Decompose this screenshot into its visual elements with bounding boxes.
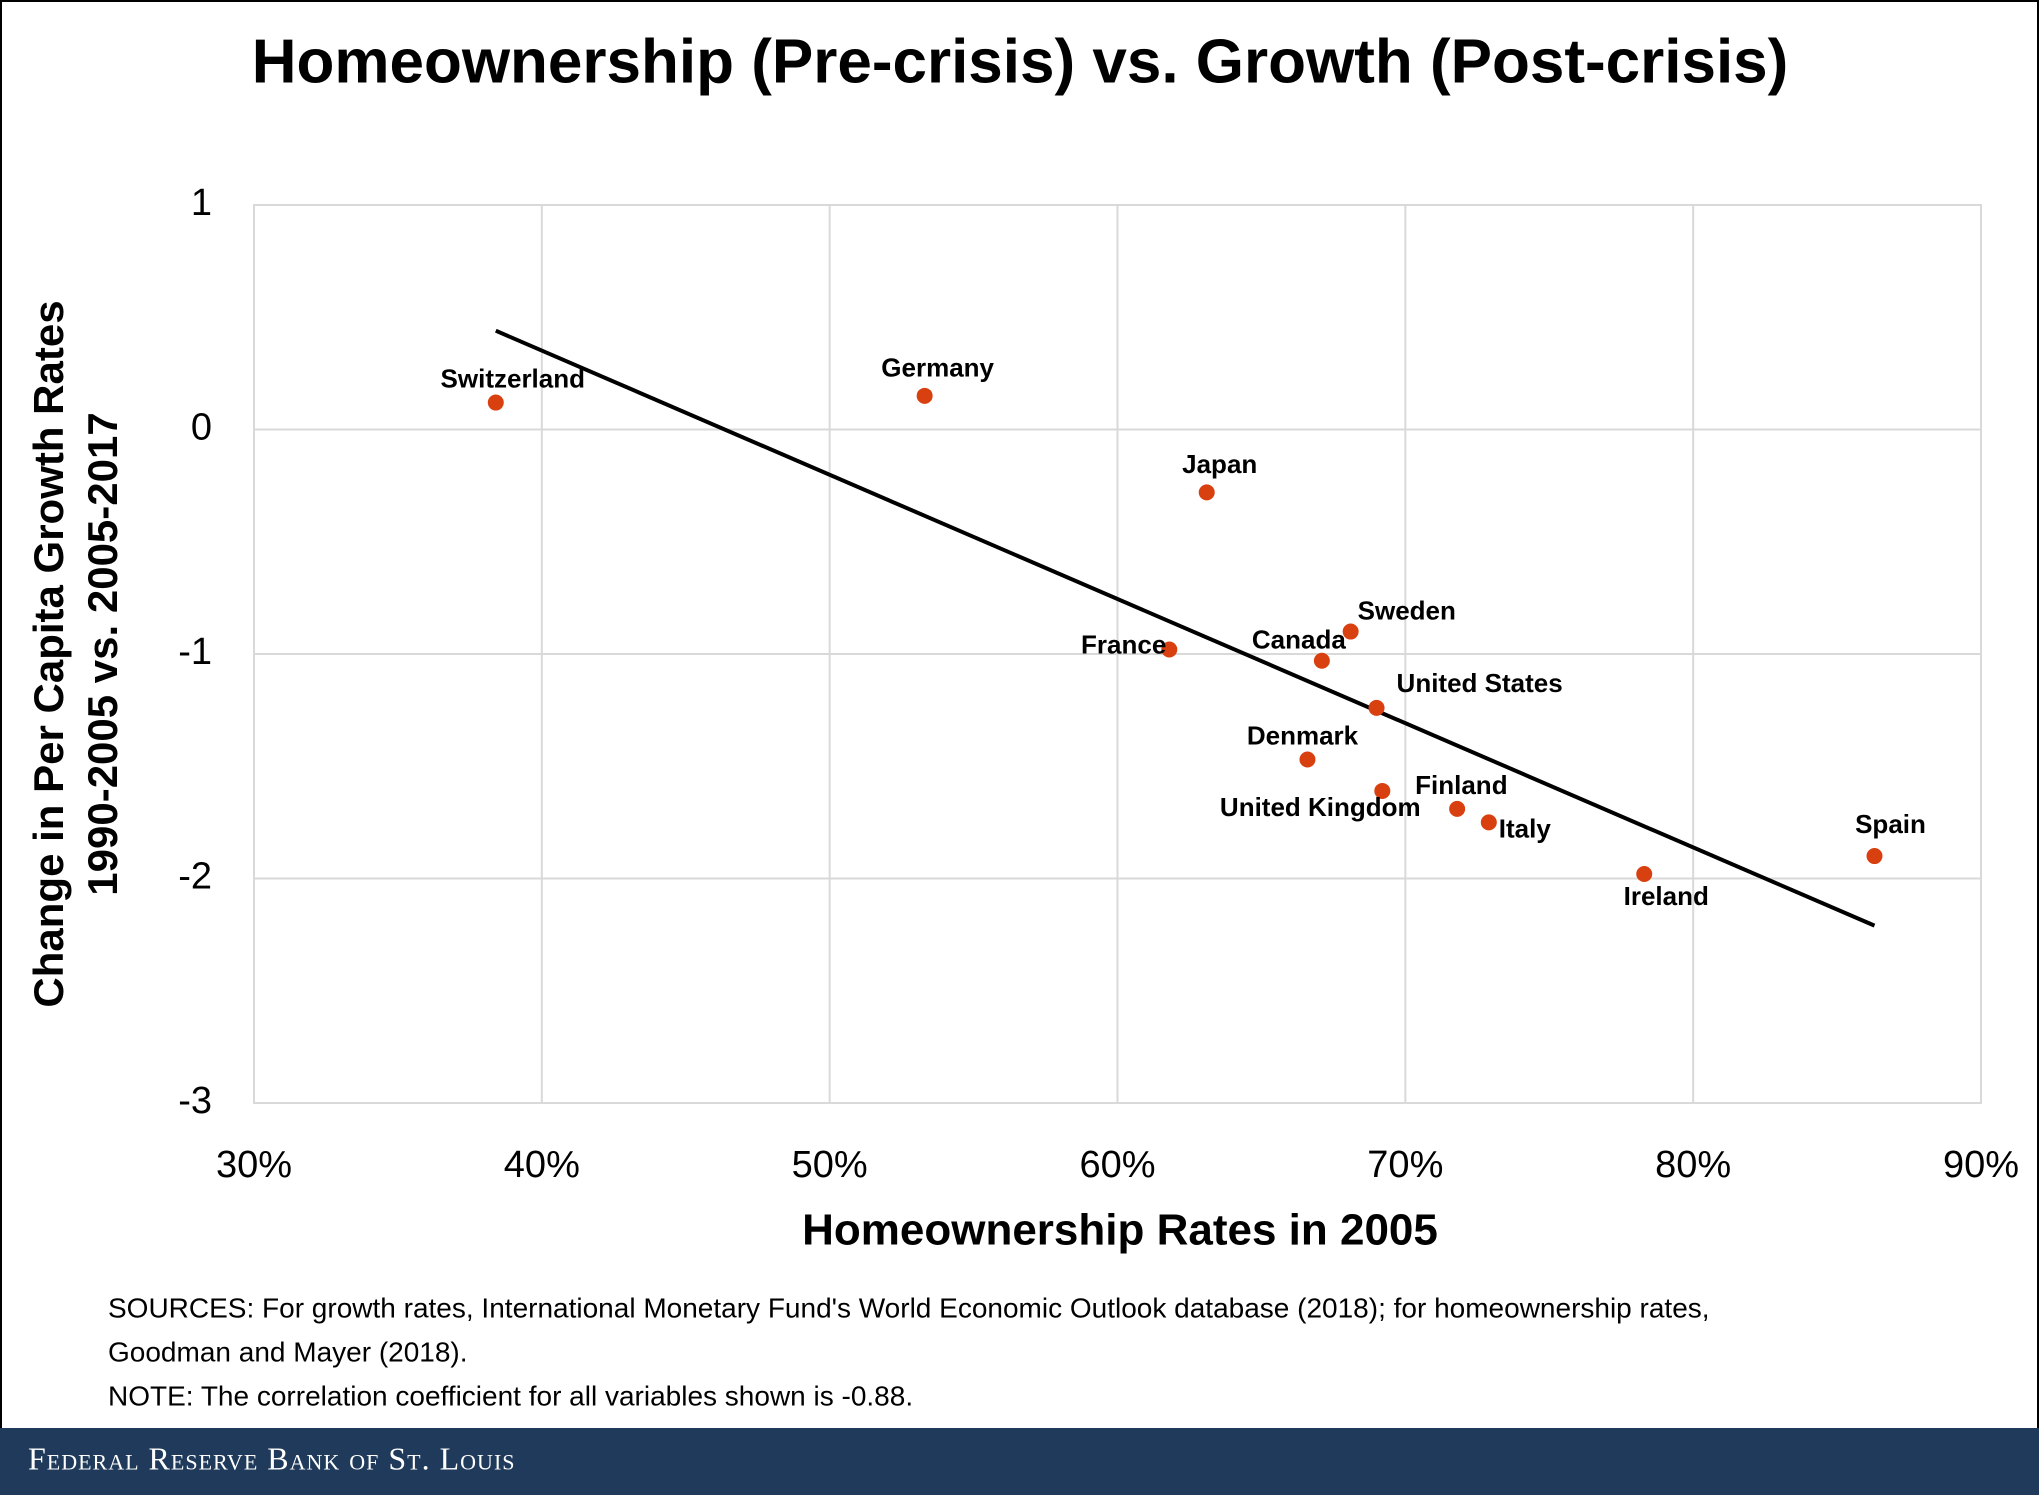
point-label: Switzerland bbox=[441, 363, 585, 393]
point bbox=[487, 394, 504, 411]
y-tick-label: 1 bbox=[191, 182, 212, 224]
point-label: Germany bbox=[881, 353, 994, 383]
point bbox=[1480, 814, 1497, 831]
point bbox=[1368, 699, 1385, 716]
note: SOURCES: For growth rates, International… bbox=[108, 1292, 1710, 1323]
point-label: United Kingdom bbox=[1220, 792, 1421, 822]
point-label: Canada bbox=[1252, 625, 1346, 655]
x-tick-label: 40% bbox=[504, 1144, 580, 1186]
point bbox=[1374, 782, 1391, 799]
point-label: Italy bbox=[1499, 813, 1552, 843]
point-label: Spain bbox=[1855, 809, 1926, 839]
trend-line bbox=[494, 328, 1876, 928]
plot-border bbox=[253, 204, 1982, 1104]
point bbox=[1636, 866, 1653, 883]
x-axis-label: Homeownership Rates in 2005 bbox=[802, 1206, 1438, 1255]
y-axis-label: Change in Per Capita Growth Rates bbox=[25, 300, 72, 1007]
y-axis-label: 1990-2005 vs. 2005-2017 bbox=[79, 412, 126, 895]
point-label: United States bbox=[1397, 668, 1563, 698]
note: Goodman and Mayer (2018). bbox=[108, 1336, 468, 1367]
point-label: Japan bbox=[1182, 449, 1257, 479]
footer: Federal Reserve Bank of St. Louis bbox=[28, 1440, 516, 1476]
x-tick-label: 50% bbox=[792, 1144, 868, 1186]
x-tick-label: 70% bbox=[1367, 1144, 1443, 1186]
point bbox=[1342, 623, 1359, 640]
y-tick-label: -2 bbox=[178, 856, 212, 898]
point bbox=[1161, 641, 1178, 658]
y-tick-label: -3 bbox=[178, 1080, 212, 1122]
chart-title: Homeownership (Pre-crisis) vs. Growth (P… bbox=[252, 27, 1789, 96]
point bbox=[916, 387, 933, 404]
point-label: Ireland bbox=[1624, 881, 1709, 911]
y-tick-label: -1 bbox=[178, 631, 212, 673]
point bbox=[1449, 800, 1466, 817]
footer-band bbox=[0, 1428, 2039, 1495]
point-label: Finland bbox=[1415, 770, 1507, 800]
x-tick-label: 30% bbox=[216, 1144, 292, 1186]
point bbox=[1299, 751, 1316, 768]
point bbox=[1313, 652, 1330, 669]
point-label: France bbox=[1081, 629, 1166, 659]
point-label: Denmark bbox=[1247, 720, 1359, 750]
x-tick-label: 80% bbox=[1655, 1144, 1731, 1186]
note: NOTE: The correlation coefficient for al… bbox=[108, 1380, 913, 1411]
x-tick-label: 60% bbox=[1079, 1144, 1155, 1186]
point bbox=[1866, 848, 1883, 865]
point-label: Sweden bbox=[1358, 595, 1456, 625]
x-tick-label: 90% bbox=[1943, 1144, 2019, 1186]
point bbox=[1198, 484, 1215, 501]
y-tick-label: 0 bbox=[191, 407, 212, 449]
